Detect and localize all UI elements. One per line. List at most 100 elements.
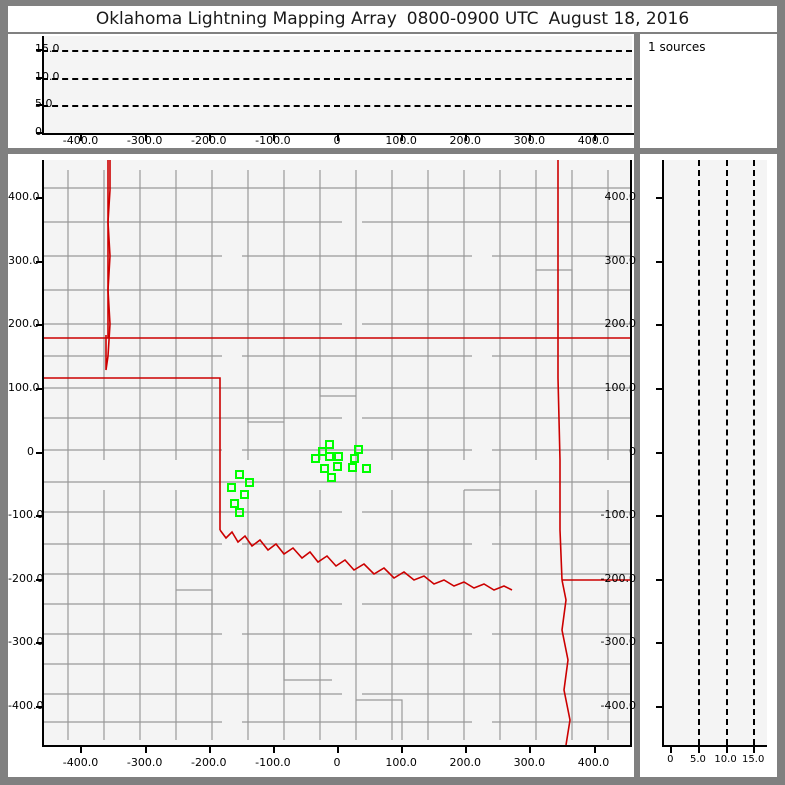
gridline-x-10: [725, 160, 728, 745]
plan-view-plot-area[interactable]: [42, 160, 632, 745]
y-tick: [36, 324, 43, 327]
x-tick: [80, 135, 83, 141]
y-axis-line: [42, 36, 44, 135]
lightning-source-marker: [347, 463, 357, 473]
height-histogram-panel[interactable]: 0 5.0 10.0 15.0 400.0 300.0 200.0 100.0 0 -100.0 -…: [601, 154, 777, 777]
y-tick-label: 400.0: [8, 190, 40, 204]
y-tick: [656, 197, 663, 200]
page-title: Oklahoma Lightning Mapping Array 0800-090…: [96, 9, 689, 29]
x-tick-label: -100.0: [255, 134, 291, 147]
height-histogram-plot-area[interactable]: [662, 160, 767, 745]
map-right-y-tick-label: 0: [629, 444, 636, 458]
lightning-source-marker: [350, 453, 360, 463]
y-tick: [656, 705, 663, 708]
y-tick-label: -200.0: [8, 571, 44, 585]
y-tick: [36, 197, 43, 200]
x-tick-label: -300.0: [126, 756, 163, 769]
lightning-source-marker: [244, 477, 254, 487]
lightning-source-marker: [334, 451, 344, 461]
x-tick: [753, 747, 756, 753]
y-tick: [36, 48, 43, 51]
lightning-source-marker: [324, 439, 334, 449]
gridline-y-10.0: [42, 77, 632, 80]
x-tick-label: 400.0: [577, 756, 610, 769]
gridline-y-5.0: [42, 105, 632, 108]
x-tick: [337, 135, 339, 141]
lightning-source-marker: [235, 507, 245, 517]
map-right-y-tick-label: -100.0: [600, 508, 636, 522]
x-tick-label: 100.0: [385, 134, 417, 147]
title-time-range: 0800-0900 UTC: [406, 9, 539, 29]
lightning-source-marker: [362, 463, 371, 473]
gridline-x-15: [753, 160, 756, 745]
x-tick: [144, 135, 147, 141]
time-height-panel[interactable]: 05.010.015.0-400.0-300.0-200.0-100.00100…: [8, 34, 634, 148]
x-tick: [529, 135, 532, 141]
x-tick-label: -400.0: [62, 756, 99, 769]
x-tick: [272, 135, 275, 141]
x-tick-label: 200.0: [449, 756, 482, 769]
y-tick-label: 300.0: [8, 253, 40, 267]
source-count-label: 1 sources: [648, 40, 706, 54]
x-tick: [208, 135, 211, 141]
map-right-y-tick-label: 400.0: [604, 190, 637, 204]
map-geography: [42, 160, 632, 745]
lightning-source-marker: [229, 498, 239, 508]
x-tick-label: 0: [333, 134, 341, 147]
x-tick-label: 300.0: [513, 134, 546, 147]
lightning-source-marker: [226, 482, 236, 492]
lightning-source-marker: [353, 444, 363, 454]
x-tick: [670, 747, 673, 753]
title-network: Oklahoma Lightning Mapping Array: [95, 9, 397, 29]
y-tick-label: -300.0: [8, 635, 44, 649]
x-tick: [337, 747, 339, 753]
x-tick-label: -200.0: [191, 134, 227, 147]
y-tick-label: -400.0: [8, 698, 44, 712]
x-tick: [401, 747, 404, 753]
y-tick-label: -100.0: [8, 508, 44, 522]
map-right-y-tick-label: 100.0: [604, 380, 637, 394]
lightning-source-marker: [311, 453, 321, 463]
x-tick-label: -400.0: [62, 134, 99, 147]
map-right-y-tick-label: -300.0: [600, 635, 636, 649]
x-tick-label: 300.0: [513, 756, 546, 769]
x-tick-label: 100.0: [385, 756, 417, 769]
x-tick: [272, 747, 275, 753]
time-height-plot-area[interactable]: [42, 36, 632, 133]
lightning-source-marker: [327, 472, 337, 482]
title-date: August 18, 2016: [548, 9, 690, 29]
x-tick-label: 0: [333, 756, 341, 769]
x-tick: [725, 747, 728, 753]
x-axis-line: [42, 745, 632, 747]
gridline-y-15.0: [42, 49, 632, 52]
plan-view-map-panel[interactable]: 400.0 300.0 200.0 100.0 0 -100.0 -200.0 -300.0 -…: [8, 154, 634, 777]
y-tick: [36, 578, 43, 581]
map-right-y-tick-label: -200.0: [600, 571, 636, 585]
x-tick-label: 15.0: [742, 754, 765, 765]
plot-title-bar: Oklahoma Lightning Mapping Array 0800-090…: [8, 6, 777, 32]
lightning-source-marker: [325, 452, 335, 462]
x-tick: [144, 747, 147, 753]
lightning-source-marker: [319, 463, 329, 473]
x-tick-label: 400.0: [577, 134, 610, 147]
x-tick-label: 5.0: [689, 754, 706, 765]
x-tick: [208, 747, 211, 753]
x-tick-label: 200.0: [449, 134, 482, 147]
x-tick-label: -300.0: [126, 134, 163, 147]
y-tick-label: 100.0: [8, 380, 40, 394]
y-axis-line: [662, 160, 664, 747]
x-tick-label: 10.0: [714, 754, 737, 765]
x-tick: [697, 747, 700, 753]
x-tick: [465, 747, 468, 753]
y-tick: [656, 642, 663, 645]
lightning-source-marker: [240, 489, 250, 499]
map-right-y-tick-label: 300.0: [604, 253, 637, 267]
x-tick: [593, 135, 596, 141]
y-tick-label: 200.0: [8, 317, 40, 331]
y-tick: [656, 515, 663, 518]
y-tick: [36, 132, 43, 134]
gridline-x-5: [697, 160, 700, 745]
x-axis-line: [662, 745, 767, 747]
y-tick-label: 0: [27, 444, 34, 458]
